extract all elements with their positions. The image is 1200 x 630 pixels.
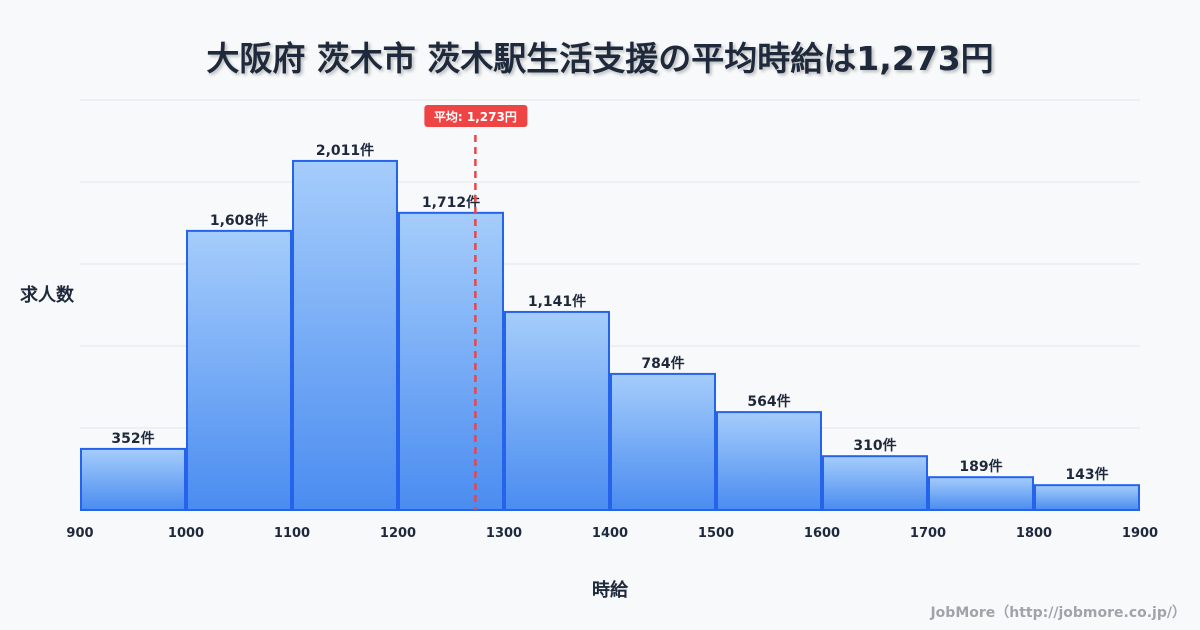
chart-title: 大阪府 茨木市 茨木駅生活支援の平均時給は1,273円 — [206, 39, 994, 78]
data-label: 1,141件 — [528, 293, 586, 310]
x-tick-label: 900 — [66, 526, 93, 541]
x-tick-label: 1700 — [910, 526, 946, 541]
x-tick-label: 1100 — [274, 526, 310, 541]
histogram-bar — [928, 476, 1034, 511]
histogram-bar — [80, 447, 186, 511]
histogram-bar — [292, 159, 398, 511]
data-label: 310件 — [853, 437, 896, 454]
x-tick-label: 1600 — [804, 526, 840, 541]
x-tick-label: 1200 — [380, 526, 416, 541]
histogram-bar — [186, 229, 292, 511]
histogram-bar — [716, 411, 822, 511]
histogram-bar — [398, 211, 504, 511]
x-tick-label: 1300 — [486, 526, 522, 541]
data-label: 784件 — [641, 355, 684, 372]
data-label: 143件 — [1065, 466, 1108, 483]
mean-label-badge — [424, 105, 528, 127]
data-label: 1,712件 — [422, 194, 480, 211]
mean-label: 平均: 1,273円 — [434, 109, 517, 124]
credit-text: JobMore（http://jobmore.co.jp/） — [930, 605, 1186, 621]
data-label: 2,011件 — [316, 142, 374, 159]
x-tick-label: 1400 — [592, 526, 628, 541]
y-axis-label: 求人数 — [20, 285, 74, 306]
x-tick-label: 1500 — [698, 526, 734, 541]
x-tick-label: 1800 — [1016, 526, 1052, 541]
histogram-bar — [504, 310, 610, 511]
x-axis-label: 時給 — [592, 580, 628, 601]
x-tick-label: 1900 — [1122, 526, 1158, 541]
data-label: 564件 — [747, 393, 790, 410]
data-label: 1,608件 — [210, 212, 268, 229]
histogram-bar — [610, 372, 716, 511]
x-tick-label: 1000 — [168, 526, 204, 541]
data-label: 352件 — [111, 430, 154, 447]
histogram-bar — [1034, 484, 1140, 512]
data-label: 189件 — [959, 458, 1002, 475]
histogram-bar — [822, 455, 928, 511]
